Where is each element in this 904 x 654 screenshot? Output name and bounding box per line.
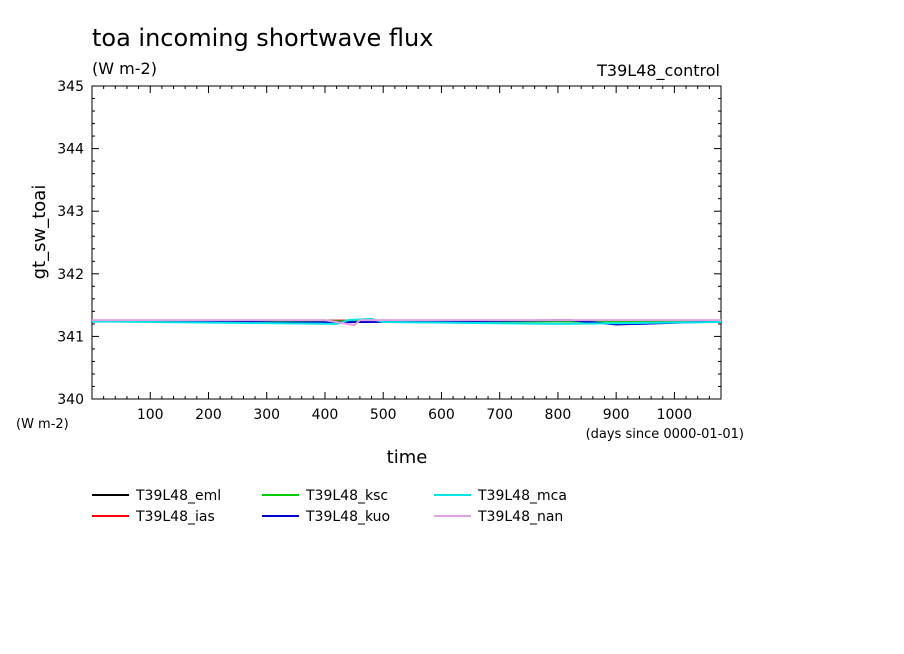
legend-item-t39l48-nan: T39L48_nan xyxy=(434,509,563,525)
y-axis-ticks: 340 341 342 343 344 345 xyxy=(57,79,721,408)
series-line-t39l48-nan xyxy=(92,319,721,327)
x-tick-label: 200 xyxy=(195,407,222,423)
legend-item-t39l48-kuo: T39L48_kuo xyxy=(262,509,390,525)
legend-item-t39l48-eml: T39L48_eml xyxy=(92,488,221,504)
x-tick-label: 600 xyxy=(428,407,455,423)
y-tick-label: 343 xyxy=(57,204,84,220)
series-lines xyxy=(91,317,722,327)
legend-label: T39L48_nan xyxy=(477,509,563,525)
x-axis-label: time xyxy=(387,447,428,468)
y-tick-label: 345 xyxy=(57,79,84,95)
x-tick-label: 1000 xyxy=(657,407,693,423)
x-tick-label: 300 xyxy=(253,407,280,423)
plot-border xyxy=(91,85,722,400)
y-tick-label: 340 xyxy=(57,392,84,408)
legend-label: T39L48_mca xyxy=(477,488,567,504)
x-tick-label: 100 xyxy=(137,407,164,423)
x-unit-label: (days since 0000-01-01) xyxy=(586,427,744,442)
chart-units-label: (W m-2) xyxy=(92,59,157,78)
legend: T39L48_eml T39L48_ias T39L48_ksc T39L48_kuo… xyxy=(92,488,567,525)
x-axis-ticks: 100 200 300 400 500 600 700 800 900 1000 xyxy=(137,86,692,423)
x-tick-label: 800 xyxy=(545,407,572,423)
y-tick-label: 344 xyxy=(57,142,84,158)
legend-label: T39L48_kuo xyxy=(305,509,390,525)
plot-area xyxy=(91,85,722,400)
y-tick-label: 341 xyxy=(57,329,84,345)
legend-label: T39L48_ias xyxy=(135,509,215,525)
legend-item-t39l48-ksc: T39L48_ksc xyxy=(262,488,388,504)
x-tick-label: 700 xyxy=(486,407,513,423)
x-tick-label: 500 xyxy=(370,407,397,423)
chart-title: toa incoming shortwave flux xyxy=(92,24,433,52)
legend-label: T39L48_ksc xyxy=(305,488,388,504)
experiment-label: T39L48_control xyxy=(596,61,720,81)
series-line-t39l48-kuo xyxy=(91,319,722,326)
legend-item-t39l48-mca: T39L48_mca xyxy=(434,488,567,504)
series-line-t39l48-mca xyxy=(91,317,722,325)
y-unit-label: (W m-2) xyxy=(16,417,69,432)
x-tick-label: 400 xyxy=(312,407,339,423)
minor-ticks xyxy=(92,86,721,399)
x-tick-label: 900 xyxy=(603,407,630,423)
y-tick-label: 342 xyxy=(57,267,84,283)
legend-label: T39L48_eml xyxy=(135,488,221,504)
y-axis-label: gt_sw_toai xyxy=(29,185,50,280)
legend-item-t39l48-ias: T39L48_ias xyxy=(92,509,215,525)
